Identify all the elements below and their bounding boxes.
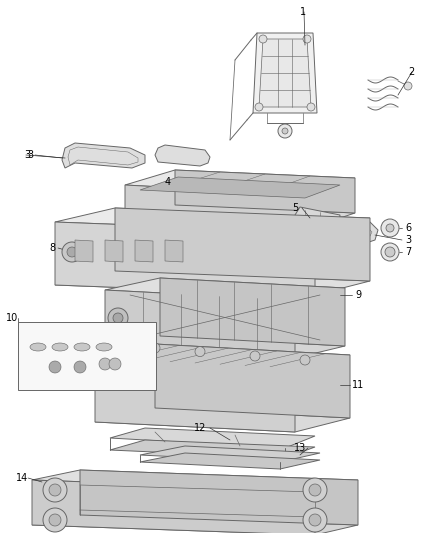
Polygon shape: [155, 145, 210, 166]
Polygon shape: [95, 358, 295, 432]
Circle shape: [43, 478, 67, 502]
Circle shape: [74, 361, 86, 373]
Text: 4: 4: [165, 177, 171, 187]
Circle shape: [259, 35, 267, 43]
Circle shape: [307, 103, 315, 111]
Polygon shape: [58, 232, 215, 272]
Polygon shape: [135, 240, 153, 262]
Circle shape: [49, 361, 61, 373]
Circle shape: [49, 484, 61, 496]
Text: 3: 3: [24, 150, 30, 160]
Polygon shape: [125, 185, 310, 228]
Polygon shape: [253, 33, 317, 113]
Circle shape: [309, 484, 321, 496]
Circle shape: [303, 508, 327, 532]
Polygon shape: [110, 440, 315, 458]
Circle shape: [303, 35, 311, 43]
Polygon shape: [140, 446, 320, 462]
Polygon shape: [75, 240, 93, 262]
Text: 14: 14: [16, 473, 28, 483]
Circle shape: [300, 355, 310, 365]
Text: 12: 12: [194, 423, 206, 433]
Polygon shape: [55, 208, 370, 232]
Circle shape: [385, 247, 395, 257]
Bar: [18, 322, 156, 390]
Polygon shape: [95, 408, 350, 432]
Circle shape: [309, 514, 321, 526]
Polygon shape: [140, 177, 340, 198]
Polygon shape: [115, 208, 370, 281]
Polygon shape: [105, 240, 123, 262]
Circle shape: [113, 313, 123, 323]
Text: 3: 3: [405, 235, 411, 245]
Polygon shape: [80, 470, 358, 525]
Polygon shape: [125, 170, 355, 195]
Polygon shape: [125, 205, 355, 228]
Circle shape: [278, 124, 292, 138]
Polygon shape: [95, 344, 350, 368]
Text: 11: 11: [352, 380, 364, 390]
Ellipse shape: [74, 343, 90, 351]
Circle shape: [150, 343, 160, 353]
Polygon shape: [165, 240, 183, 262]
Circle shape: [282, 128, 288, 134]
Polygon shape: [55, 271, 370, 295]
Circle shape: [67, 247, 77, 257]
Text: 5: 5: [292, 203, 298, 213]
Polygon shape: [140, 453, 320, 469]
Text: 13: 13: [294, 443, 306, 453]
Circle shape: [43, 508, 67, 532]
Polygon shape: [32, 470, 358, 490]
Circle shape: [108, 308, 128, 328]
Polygon shape: [259, 39, 311, 107]
Polygon shape: [155, 344, 350, 418]
Polygon shape: [32, 480, 315, 533]
Polygon shape: [105, 336, 345, 358]
Circle shape: [303, 478, 327, 502]
Text: 7: 7: [405, 247, 411, 257]
Ellipse shape: [96, 343, 112, 351]
Polygon shape: [105, 278, 345, 300]
Text: 1: 1: [300, 7, 306, 17]
Circle shape: [250, 351, 260, 361]
Polygon shape: [32, 515, 358, 533]
Polygon shape: [105, 290, 295, 358]
Polygon shape: [110, 428, 315, 448]
Circle shape: [255, 103, 263, 111]
Text: 6: 6: [405, 223, 411, 233]
Polygon shape: [305, 214, 378, 244]
Text: 3: 3: [27, 150, 33, 160]
Polygon shape: [175, 170, 355, 213]
Circle shape: [109, 358, 121, 370]
Polygon shape: [295, 207, 340, 232]
Text: 2: 2: [408, 67, 414, 77]
Polygon shape: [62, 143, 145, 168]
Circle shape: [49, 514, 61, 526]
Circle shape: [62, 242, 82, 262]
Circle shape: [381, 243, 399, 261]
Text: 8: 8: [49, 243, 55, 253]
Text: 9: 9: [355, 290, 361, 300]
Text: 10: 10: [6, 313, 18, 323]
Circle shape: [386, 224, 394, 232]
Circle shape: [381, 219, 399, 237]
Ellipse shape: [30, 343, 46, 351]
Ellipse shape: [52, 343, 68, 351]
Circle shape: [195, 346, 205, 357]
Polygon shape: [160, 278, 345, 346]
Circle shape: [99, 358, 111, 370]
Circle shape: [404, 82, 412, 90]
Polygon shape: [55, 222, 315, 295]
